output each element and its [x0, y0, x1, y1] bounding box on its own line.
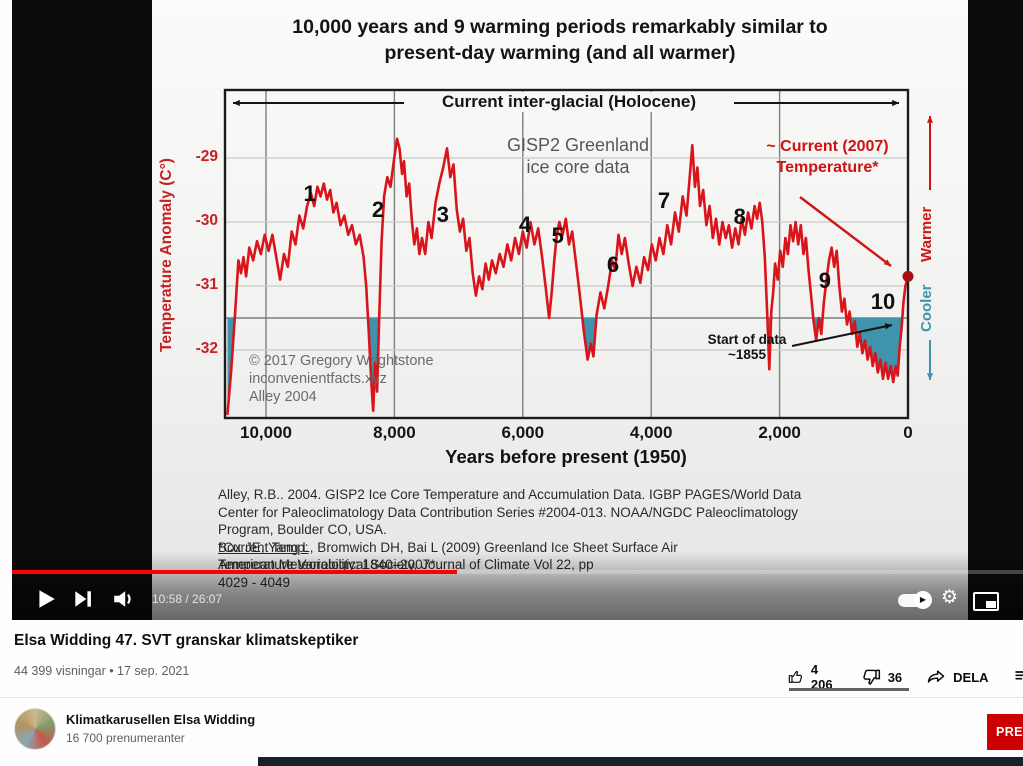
next-icon[interactable]	[72, 588, 94, 610]
autoplay-toggle[interactable]: ▶	[898, 591, 932, 609]
x-tick-label: 6,000	[501, 423, 545, 442]
player-bottom-scrim	[12, 552, 1023, 620]
video-player[interactable]: 10,000 years and 9 warming periods remar…	[12, 0, 1023, 620]
like-ratio-bar	[789, 688, 909, 691]
channel-avatar[interactable]	[14, 708, 56, 750]
y-tick-label: -32	[195, 340, 218, 357]
warming-period-number: 2	[371, 197, 385, 223]
x-tick-label: 10,000	[240, 423, 292, 442]
cooler-direction-arrow	[926, 373, 934, 380]
data-source-label-line2: ice core data	[526, 157, 630, 177]
warming-period-number: 7	[657, 187, 671, 213]
citation-line: Program, Boulder CO, USA.	[218, 522, 387, 537]
volume-icon[interactable]	[112, 588, 134, 610]
warming-period-number: 4	[518, 212, 532, 238]
dislike-count: 36	[887, 669, 903, 685]
subscribe-button[interactable]: PRE	[987, 714, 1023, 750]
x-tick-label: 2,000	[758, 423, 801, 442]
gisp2-chart	[223, 88, 934, 420]
warming-period-number: 8	[733, 203, 746, 229]
citation-line: Center for Paleoclimatology Data Contrib…	[218, 504, 799, 520]
warming-period-number: 3	[436, 201, 449, 227]
time-display: 10:58 / 26:07	[152, 592, 223, 606]
video-actions: 4 206 36 DELA	[788, 662, 1023, 692]
x-tick-label: 0	[903, 423, 913, 442]
save-to-playlist-button[interactable]	[1013, 667, 1023, 687]
chart-copyright: © 2017 Gregory Wrightstone inconvenientf…	[249, 353, 434, 405]
video-title: Elsa Widding 47. SVT granskar klimatskep…	[14, 632, 359, 649]
video-meta: 44 399 visningar • 17 sep. 2021	[14, 664, 190, 678]
next-section-edge	[258, 757, 1023, 766]
miniplayer-icon[interactable]	[973, 592, 999, 611]
holocene-span-arrow	[233, 99, 240, 107]
warming-period-number: 6	[606, 251, 620, 277]
warming-period-number: 10	[870, 288, 896, 314]
current-temp-pointer-arrow	[799, 196, 892, 267]
miniplayer-inner-square	[986, 601, 996, 608]
data-source-label-line1: GISP2 Greenland	[506, 135, 650, 155]
current-temp-marker	[902, 270, 914, 282]
current-temp-pointer-arrow	[883, 259, 891, 266]
temperature-curve	[226, 137, 910, 416]
current-temp-annotation-line2: Temperature*	[776, 159, 879, 176]
x-tick-label: 4,000	[629, 423, 673, 442]
start-of-data-pointer-arrow	[791, 324, 893, 347]
play-icon[interactable]	[35, 588, 57, 610]
warming-period-number: 9	[818, 267, 831, 293]
warmer-direction-arrow	[926, 116, 934, 123]
plot-frame	[223, 88, 910, 420]
x-axis-title: Years before present (1950)	[445, 446, 687, 467]
start-of-data-annotation: Start of data ~1855	[707, 332, 787, 362]
y-tick-label: -30	[195, 212, 218, 229]
holocene-label: Current inter-glacial (Holocene)	[404, 92, 734, 112]
playlist-add-icon	[1015, 671, 1023, 680]
channel-subscriber-count: 16 700 prenumeranter	[66, 731, 185, 745]
channel-name[interactable]: Klimatkarusellen Elsa Widding	[66, 712, 256, 727]
citation-line: Alley, R.B.. 2004. GISP2 Ice Core Temper…	[218, 487, 802, 502]
seek-bar[interactable]	[12, 570, 1023, 574]
share-label: DELA	[953, 669, 989, 685]
cooler-axis-label: Cooler	[918, 284, 935, 332]
autoplay-toggle-knob: ▶	[914, 591, 932, 609]
slide-title-line2: present-day warming (and all warmer)	[384, 42, 736, 64]
section-divider	[0, 697, 1023, 698]
settings-gear-icon[interactable]: ⚙	[941, 587, 959, 608]
citation-line: *Current Temp: Box JE, Yang L, Bromwich …	[218, 539, 678, 555]
dislike-button[interactable]: 36	[861, 667, 902, 687]
y-tick-label: -31	[195, 276, 218, 293]
current-temp-annotation-line1: ~ Current (2007)	[766, 138, 889, 155]
y-tick-label: -29	[195, 148, 218, 165]
share-button[interactable]: DELA	[926, 667, 989, 687]
holocene-span-arrow	[892, 99, 899, 107]
thumb-up-icon	[788, 670, 803, 683]
slide-title-line1: 10,000 years and 9 warming periods remar…	[292, 16, 828, 38]
share-icon	[927, 670, 945, 683]
seek-bar-played	[12, 570, 457, 574]
warming-period-number: 5	[551, 223, 564, 248]
slide-content: 10,000 years and 9 warming periods remar…	[152, 0, 968, 620]
start-of-data-pointer-arrow	[884, 323, 892, 330]
warmer-axis-label: Warmer	[918, 206, 935, 262]
warming-period-number: 1	[303, 181, 316, 207]
x-tick-label: 8,000	[373, 423, 416, 442]
thumb-down-icon	[862, 669, 880, 685]
y-axis-title: Temperature Anomaly (C°)	[158, 158, 175, 352]
